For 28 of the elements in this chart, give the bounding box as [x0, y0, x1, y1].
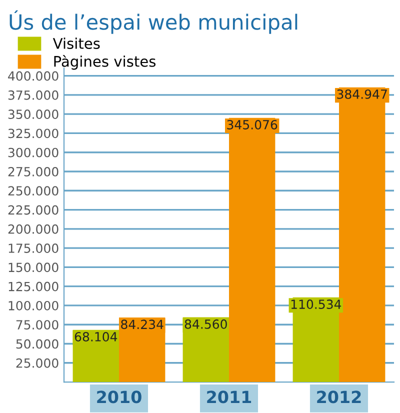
chart-title: Ús de l’espai web municipal [10, 10, 298, 34]
y-tick-label: 150.000 [8, 262, 58, 272]
y-tick-label: 175.000 [8, 244, 58, 253]
y-tick-label: 375.000 [8, 90, 58, 100]
data-label: 84.560 [184, 319, 227, 329]
data-label: 110.534 [291, 300, 342, 309]
y-tick-label: 275.000 [8, 166, 58, 176]
y-tick-label: 400.000 [8, 71, 58, 81]
legend-label: Visites [52, 38, 100, 49]
y-tick-label: 300.000 [8, 148, 58, 158]
x-tick-label: 2011 [207, 390, 252, 404]
y-tick-label: 250.000 [8, 186, 58, 196]
data-label: 68.104 [74, 332, 118, 342]
y-tick-label: 25.000 [16, 358, 58, 368]
data-label: 345.076 [227, 120, 278, 130]
y-tick-label: 50.000 [16, 339, 58, 349]
y-tick-label: 200.000 [8, 224, 58, 234]
y-tick-label: 325.000 [8, 128, 58, 138]
legend-label: Pàgines vistes [54, 55, 156, 70]
x-tick-label: 2012 [317, 390, 361, 404]
y-tick-label: 350.000 [8, 110, 58, 120]
y-tick-label: 225.000 [8, 205, 58, 215]
y-tick-label: 125.000 [8, 282, 58, 292]
data-label: 84.234 [121, 320, 164, 330]
y-tick-label: 100.000 [8, 300, 58, 310]
y-tick-label: 75.000 [16, 320, 58, 330]
x-tick-label: 2010 [97, 390, 142, 404]
data-label: 384.947 [337, 89, 387, 99]
